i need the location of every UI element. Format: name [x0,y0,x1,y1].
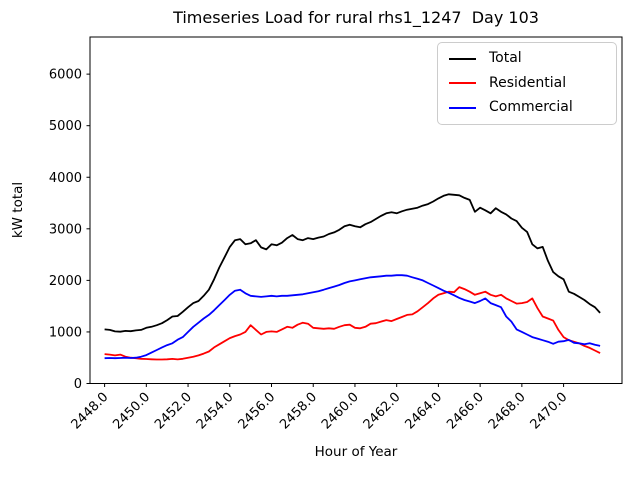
x-tick-label: 2456.0 [236,390,279,433]
series-line-commercial [104,274,601,360]
y-tick-label: 5000 [49,119,82,134]
x-tick-label: 2470.0 [528,390,571,433]
series-line-residential [104,286,601,361]
legend-label-total: Total [489,50,522,66]
legend-line-sample-residential [449,82,476,85]
x-tick-label: 2454.0 [194,390,237,433]
y-tick-label: 6000 [49,68,82,83]
x-axis-ticks: 2448.02450.02452.02454.02456.02458.02460… [69,383,571,433]
legend: Total Residential Commercial [437,42,617,125]
legend-line-sample-total [449,57,476,60]
y-axis-label: kW total [10,182,26,238]
legend-item-commercial: Commercial [449,99,605,117]
chart-title: Timeseries Load for rural rhs1_1247 Day … [172,8,539,28]
legend-label-residential: Residential [489,74,567,91]
axes-frame [89,36,623,384]
x-tick-label: 2462.0 [361,390,404,433]
x-tick-label: 2460.0 [319,390,362,433]
legend-line-sample-commercial [449,106,476,109]
x-tick-label: 2464.0 [402,390,445,433]
y-tick-label: 4000 [49,171,82,186]
series-lines [104,193,601,361]
x-tick-label: 2458.0 [277,390,320,433]
legend-item-residential: Residential [449,75,605,93]
x-tick-label: 2450.0 [110,390,153,433]
x-tick-label: 2452.0 [152,390,195,433]
y-tick-label: 1000 [49,325,82,340]
y-tick-label: 3000 [49,222,82,237]
y-tick-label: 0 [74,377,82,392]
x-axis-label: Hour of Year [315,444,398,460]
legend-item-total: Total [449,50,605,68]
x-tick-label: 2468.0 [486,390,529,433]
x-tick-label: 2448.0 [69,390,112,433]
y-tick-label: 2000 [49,274,82,289]
y-axis-ticks: 0 1000 2000 3000 4000 5000 6000 [49,68,90,392]
x-tick-label: 2466.0 [444,390,487,433]
series-line-total [104,193,601,333]
legend-label-commercial: Commercial [489,99,573,115]
